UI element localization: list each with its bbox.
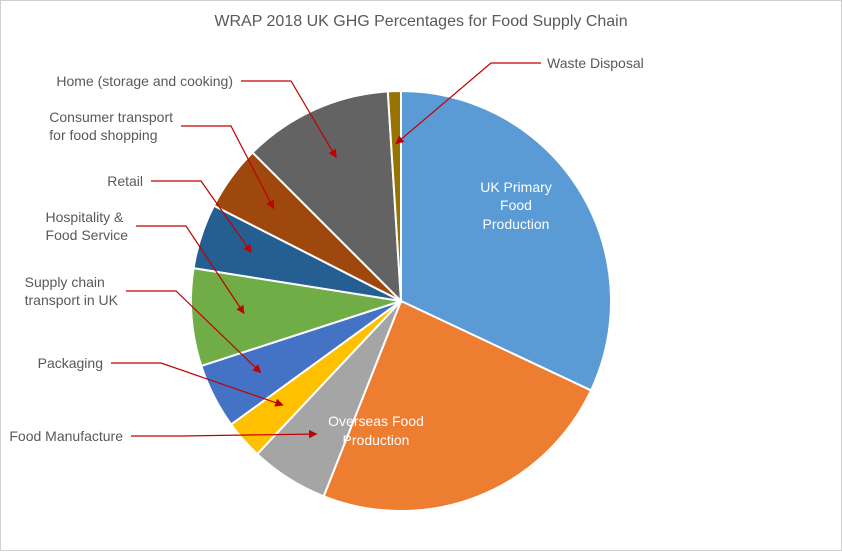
- slice-label-external: Hospitality &Food Service: [46, 208, 128, 244]
- slice-label-external: Food Manufacture: [9, 427, 123, 445]
- slice-label-external: Packaging: [38, 354, 103, 372]
- slice-label-external: Supply chaintransport in UK: [25, 273, 118, 309]
- slice-label-external: Home (storage and cooking): [56, 72, 233, 90]
- slice-label-external: Consumer transportfor food shopping: [49, 108, 173, 144]
- slice-label-external: Retail: [107, 172, 143, 190]
- slice-label-internal: Overseas FoodProduction: [306, 412, 446, 450]
- pie-chart-container: WRAP 2018 UK GHG Percentages for Food Su…: [0, 0, 842, 551]
- slice-label-internal: UK PrimaryFoodProduction: [446, 178, 586, 235]
- slice-label-external: Waste Disposal: [547, 54, 644, 72]
